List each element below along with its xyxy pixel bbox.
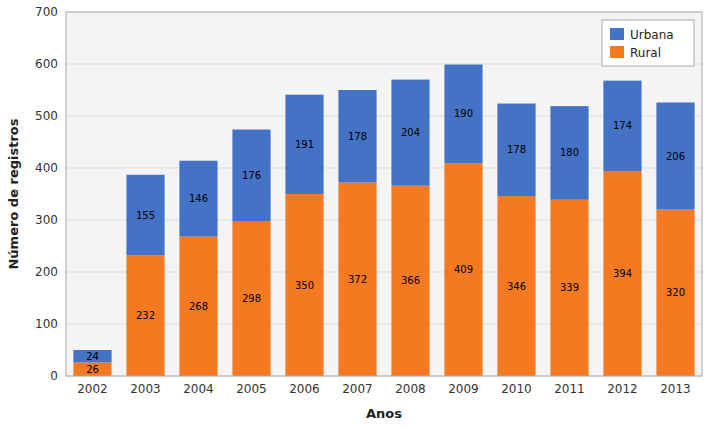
x-axis: 2002 2003 2004 2005 2006 2007 2008 2009 2010 2011… bbox=[77, 382, 691, 396]
legend: Urbana Rural bbox=[602, 20, 694, 66]
y-tick-label: 0 bbox=[50, 369, 58, 383]
bar-segment bbox=[232, 130, 270, 222]
bar-segment bbox=[603, 171, 641, 376]
x-axis-label: Anos bbox=[366, 406, 402, 421]
data-label: 372 bbox=[348, 274, 367, 285]
x-tick-label: 2013 bbox=[660, 382, 691, 396]
chart: 0 100 200 300 400 500 600 700 26 232 268 298 350 372 3… bbox=[0, 0, 714, 428]
data-label: 394 bbox=[613, 268, 632, 279]
y-tick-label: 700 bbox=[35, 5, 58, 19]
bar-segment bbox=[338, 183, 376, 376]
bar-segment bbox=[497, 104, 535, 197]
bar-segment bbox=[285, 95, 323, 194]
bar-segment bbox=[232, 221, 270, 376]
x-tick-label: 2002 bbox=[77, 382, 108, 396]
data-label: 206 bbox=[666, 151, 685, 162]
x-tick-label: 2011 bbox=[554, 382, 585, 396]
x-tick-label: 2012 bbox=[607, 382, 638, 396]
data-label: 339 bbox=[560, 282, 579, 293]
bar-segment bbox=[603, 81, 641, 171]
bar-segment bbox=[444, 65, 482, 164]
x-tick-label: 2010 bbox=[501, 382, 532, 396]
bar-segment bbox=[338, 90, 376, 183]
bar-segment bbox=[550, 200, 588, 376]
legend-swatch bbox=[610, 46, 624, 58]
plot-background bbox=[66, 12, 702, 376]
legend-label: Urbana bbox=[630, 28, 674, 42]
data-label: 178 bbox=[348, 131, 367, 142]
bar-segment bbox=[391, 186, 429, 376]
bar-segment bbox=[73, 362, 111, 376]
y-tick-label: 500 bbox=[35, 109, 58, 123]
bar-segment bbox=[73, 350, 111, 362]
data-label: 350 bbox=[295, 280, 314, 291]
data-label: 298 bbox=[242, 293, 261, 304]
bar-segment bbox=[126, 175, 164, 256]
x-tick-label: 2006 bbox=[289, 382, 320, 396]
x-tick-label: 2003 bbox=[130, 382, 161, 396]
data-label: 174 bbox=[613, 120, 632, 131]
bar-segment bbox=[656, 210, 694, 376]
bar-segment bbox=[444, 163, 482, 376]
legend-box bbox=[602, 20, 694, 66]
x-tick-label: 2008 bbox=[395, 382, 426, 396]
data-label: 409 bbox=[454, 264, 473, 275]
legend-label: Rural bbox=[630, 46, 661, 60]
y-axis-label: Número de registros bbox=[6, 118, 21, 269]
data-label: 146 bbox=[189, 193, 208, 204]
data-label: 155 bbox=[136, 210, 155, 221]
bar-segment bbox=[126, 255, 164, 376]
data-label: 24 bbox=[86, 351, 99, 362]
data-label: 366 bbox=[401, 275, 420, 286]
y-tick-label: 200 bbox=[35, 265, 58, 279]
bar-segment bbox=[391, 80, 429, 186]
y-axis: 0 100 200 300 400 500 600 700 bbox=[35, 5, 702, 383]
x-tick-label: 2004 bbox=[183, 382, 214, 396]
x-tick-label: 2005 bbox=[236, 382, 267, 396]
x-tick-label: 2007 bbox=[342, 382, 373, 396]
data-label: 26 bbox=[86, 364, 99, 375]
data-label: 191 bbox=[295, 139, 314, 150]
bar-segment bbox=[285, 194, 323, 376]
bar-segment bbox=[656, 102, 694, 209]
bar-segment bbox=[179, 237, 217, 376]
x-tick-label: 2009 bbox=[448, 382, 479, 396]
y-tick-label: 600 bbox=[35, 57, 58, 71]
plot-frame bbox=[66, 12, 702, 376]
bar-segment bbox=[550, 106, 588, 200]
data-label: 232 bbox=[136, 310, 155, 321]
data-label: 268 bbox=[189, 301, 208, 312]
data-labels: 26 232 268 298 350 372 366 409 346 339 394 320 24 155… bbox=[86, 108, 685, 374]
data-label: 346 bbox=[507, 281, 526, 292]
data-label: 320 bbox=[666, 287, 685, 298]
data-label: 204 bbox=[401, 127, 420, 138]
data-label: 176 bbox=[242, 170, 261, 181]
bars bbox=[73, 65, 694, 376]
y-tick-label: 400 bbox=[35, 161, 58, 175]
data-label: 178 bbox=[507, 144, 526, 155]
y-tick-label: 100 bbox=[35, 317, 58, 331]
bar-segment bbox=[179, 161, 217, 237]
y-tick-label: 300 bbox=[35, 213, 58, 227]
bar-segment bbox=[497, 196, 535, 376]
data-label: 190 bbox=[454, 108, 473, 119]
data-label: 180 bbox=[560, 147, 579, 158]
legend-swatch bbox=[610, 28, 624, 40]
